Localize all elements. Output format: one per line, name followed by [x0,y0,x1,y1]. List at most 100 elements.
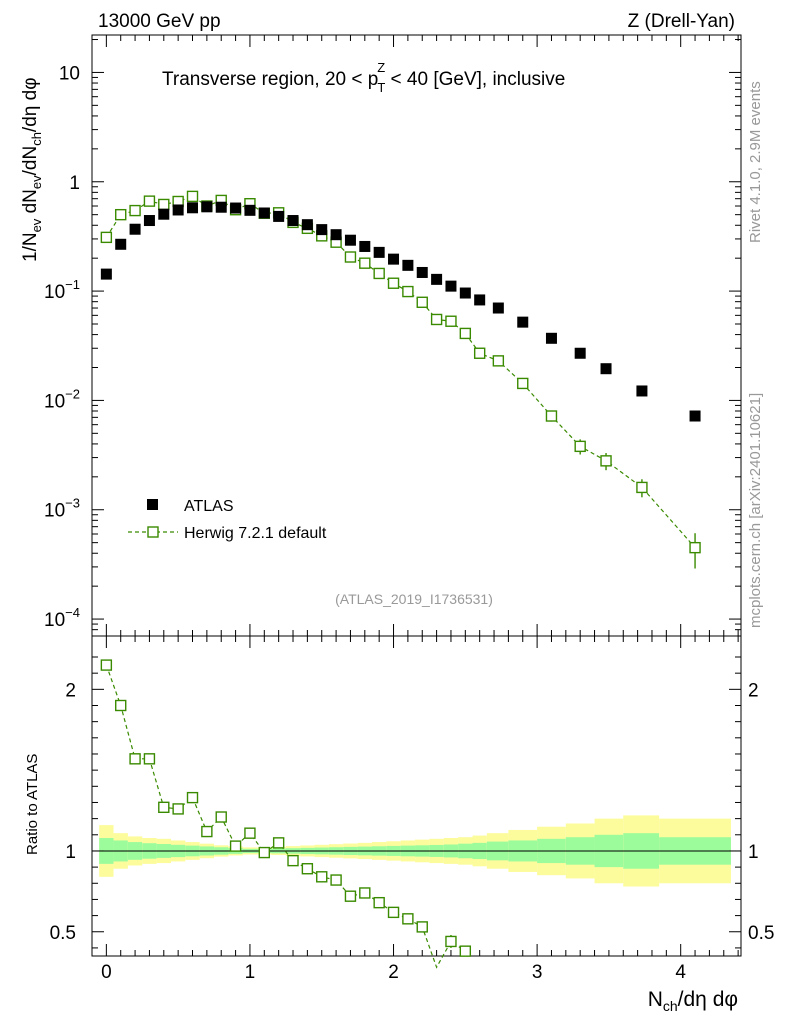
atlas-point [158,208,170,220]
y-tick-mantissa: 10 [44,282,65,303]
ratio-point [287,854,299,867]
atlas-point [344,234,356,246]
main-y-axis-label: 1/Nev dNev/dNch/dη dφ [20,77,44,262]
analysis-watermark: (ATLAS_2019_I1736531) [335,591,493,607]
atlas-point [215,201,227,213]
atlas-point [258,207,270,219]
y-tick-mantissa: 10 [59,63,80,84]
ratio-plot-frame [91,635,742,957]
y-tick-mantissa: 10 [44,391,65,412]
atlas-point [143,215,155,227]
main-title-sup: Z [377,60,385,75]
ratio-y-tick-label-right: 1 [748,842,759,863]
atlas-point [517,316,529,328]
ylabel-sub-ev-2: ev [29,175,44,189]
atlas-point [402,259,414,271]
legend-herwig-marker [147,526,159,538]
y-tick-exponent: −1 [65,277,80,292]
legend-herwig-label: Herwig 7.2.1 default [184,525,327,542]
atlas-point [201,201,213,213]
atlas-point [287,215,299,227]
ylabel-part-1: 1/N [20,232,41,262]
x-tick-label: 3 [532,962,543,983]
atlas-point [301,219,313,231]
herwig-point [689,541,701,554]
ratio-point [344,890,357,902]
herwig-point [186,190,199,203]
herwig-point [387,277,400,289]
xlabel-n: N [648,988,663,1011]
atlas-point [600,363,612,375]
legend: ATLAS Herwig 7.2.1 default [128,498,327,542]
atlas-point [373,246,385,258]
header-right-label: Z (Drell-Yan) [628,11,735,32]
y-tick-mantissa: 10 [44,610,65,631]
herwig-point [430,313,443,326]
x-tick-label: 4 [675,962,686,983]
y-tick-label: 1 [69,173,80,194]
ratio-bands-layer [92,815,741,887]
atlas-point [574,347,586,359]
xlabel-rest: /dη dφ [678,988,738,1011]
mcplots-source-label: mcplots.cern.ch [arXiv:2401.10621] [747,393,764,628]
ylabel-sub-ev-1: ev [29,218,44,232]
atlas-point [244,204,256,216]
ratio-y-tick-label: 1 [65,842,76,863]
atlas-point [115,238,127,250]
y-tick-exponent: −3 [65,496,80,511]
ratio-point [330,874,342,886]
herwig-point [459,327,472,340]
ratio-point [459,945,472,957]
atlas-point [445,280,457,292]
ratio-point [229,840,242,852]
atlas-point [100,268,112,280]
atlas-point [459,287,471,299]
main-title-post: < 40 [GeV], inclusive [385,69,565,90]
legend-atlas-label: ATLAS [184,498,234,515]
y-tick-mantissa: 10 [44,501,65,522]
ylabel-part-2: dN [20,189,41,219]
herwig-point [600,455,612,467]
atlas-point [474,294,486,306]
legend-atlas-marker [147,499,158,510]
atlas-point [230,202,242,214]
herwig-point [373,267,385,280]
ratio-y-tick-label-right: 2 [748,680,759,701]
ratio-point [258,846,271,859]
ylabel-sub-ch: ch [29,132,44,146]
herwig-line [105,195,696,549]
atlas-point [545,332,557,344]
atlas-point [172,204,184,216]
ratio-point [416,921,428,933]
y-tick-label: 10−4 [44,605,80,631]
atlas-point [359,240,371,252]
y-tick-label: 10 [59,63,80,84]
herwig-point [492,355,505,367]
ratio-point [115,699,127,712]
ratio-point [201,825,213,838]
herwig-point [359,257,371,269]
x-tick-label: 1 [245,962,256,983]
ratio-point [172,803,184,815]
y-tick-label: 10−3 [44,496,80,522]
herwig-point [473,347,486,359]
y-tick-label: 10−2 [44,386,80,412]
atlas-point [273,210,285,222]
atlas-point [431,273,443,285]
herwig-point [445,315,457,327]
herwig-point [129,204,141,217]
ratio-point [244,827,256,839]
atlas-point [416,266,428,278]
main-plot-frame [91,34,742,637]
atlas-point [492,302,504,314]
herwig-point [517,377,529,390]
ratio-y-tick-label-right: 0.5 [748,923,774,944]
atlas-point [689,410,701,422]
herwig-point [545,410,558,422]
main-title-pre: Transverse region, 20 < p [162,69,378,90]
x-tick-label: 2 [388,962,399,983]
herwig-point [344,251,357,263]
ratio-y-axis-label: Ratio to ATLAS [24,754,41,855]
herwig-point [100,231,113,244]
